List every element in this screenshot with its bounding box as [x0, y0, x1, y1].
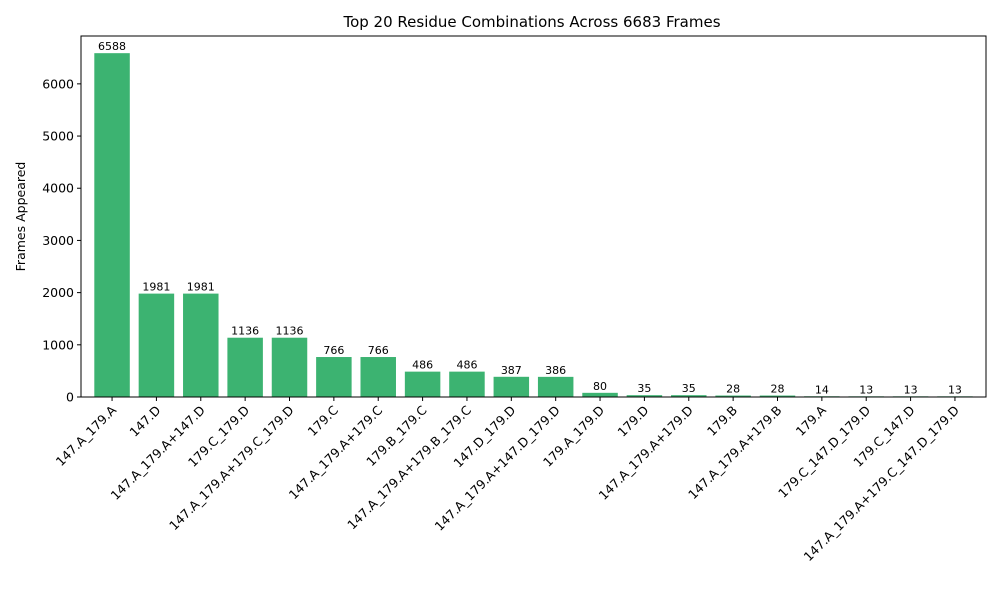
bar: [404, 371, 441, 397]
bar-value-label: 1136: [276, 325, 304, 338]
bar: [537, 376, 574, 397]
x-tick-label: 147.A_179.A: [53, 402, 120, 469]
bar-value-label: 1136: [231, 325, 259, 338]
y-tick-label: 0: [66, 390, 74, 405]
y-axis-label: Frames Appeared: [13, 162, 28, 272]
bar: [449, 371, 485, 397]
y-tick-label: 3000: [42, 233, 74, 248]
x-tick-label: 179.B: [704, 403, 740, 439]
data-labels-group: 6588 1981 1981 1136 1136 766 766 486 486 387 386 80…: [98, 40, 962, 396]
bar-value-label: 13: [948, 383, 962, 396]
x-tick-label: 147.D: [126, 403, 163, 440]
x-tick-label: 147.A_179.A+179.C_147.D_179.D: [801, 403, 963, 565]
bar-value-label: 486: [412, 359, 433, 372]
plot-frame: [80, 35, 987, 398]
chart-title: Top 20 Residue Combinations Across 6683 …: [342, 13, 720, 31]
bar-value-label: 28: [770, 383, 784, 396]
x-axis: 147.A_179.A 147.D147.A_179.A+147.D179.C_1…: [53, 397, 962, 564]
bar: [316, 357, 352, 397]
bar-value-label: 28: [726, 383, 740, 396]
y-tick-label: 6000: [42, 76, 74, 91]
bar: [360, 357, 396, 397]
y-axis: 0 1000 2000 3000 4000 5000 6000: [42, 76, 81, 405]
y-tick-label: 5000: [42, 129, 74, 144]
bar-value-label: 14: [815, 383, 829, 396]
bar: [759, 395, 796, 397]
bar-value-label: 35: [682, 382, 696, 395]
y-tick-label: 1000: [42, 337, 74, 352]
bar: [582, 392, 618, 397]
bar-value-label: 6588: [98, 40, 126, 53]
x-tick-label: 179.A: [793, 402, 830, 439]
bar-value-label: 766: [368, 344, 389, 357]
bar-value-label: 766: [323, 344, 344, 357]
bar-value-label: 35: [637, 382, 651, 395]
bar: [671, 395, 707, 397]
bar: [626, 395, 663, 397]
bar-value-label: 1981: [142, 281, 170, 294]
bar: [138, 293, 175, 397]
bar-value-label: 13: [859, 383, 873, 396]
y-tick-label: 2000: [42, 285, 74, 300]
bar-value-label: 80: [593, 380, 607, 393]
bars-group: [94, 53, 973, 397]
bar: [271, 337, 308, 397]
bar-value-label: 386: [545, 364, 566, 377]
bar: [183, 293, 219, 397]
bar: [94, 53, 130, 397]
bar-value-label: 13: [904, 383, 918, 396]
bar-value-label: 1981: [187, 281, 215, 294]
bar: [227, 337, 263, 397]
x-tick-label: 179.D: [614, 403, 651, 440]
bar: [715, 395, 751, 397]
y-tick-label: 4000: [42, 181, 74, 196]
x-tick-label: 179.C: [305, 402, 342, 439]
bar: [493, 376, 530, 397]
bar-value-label: 387: [501, 364, 522, 377]
bar-value-label: 486: [456, 359, 477, 372]
